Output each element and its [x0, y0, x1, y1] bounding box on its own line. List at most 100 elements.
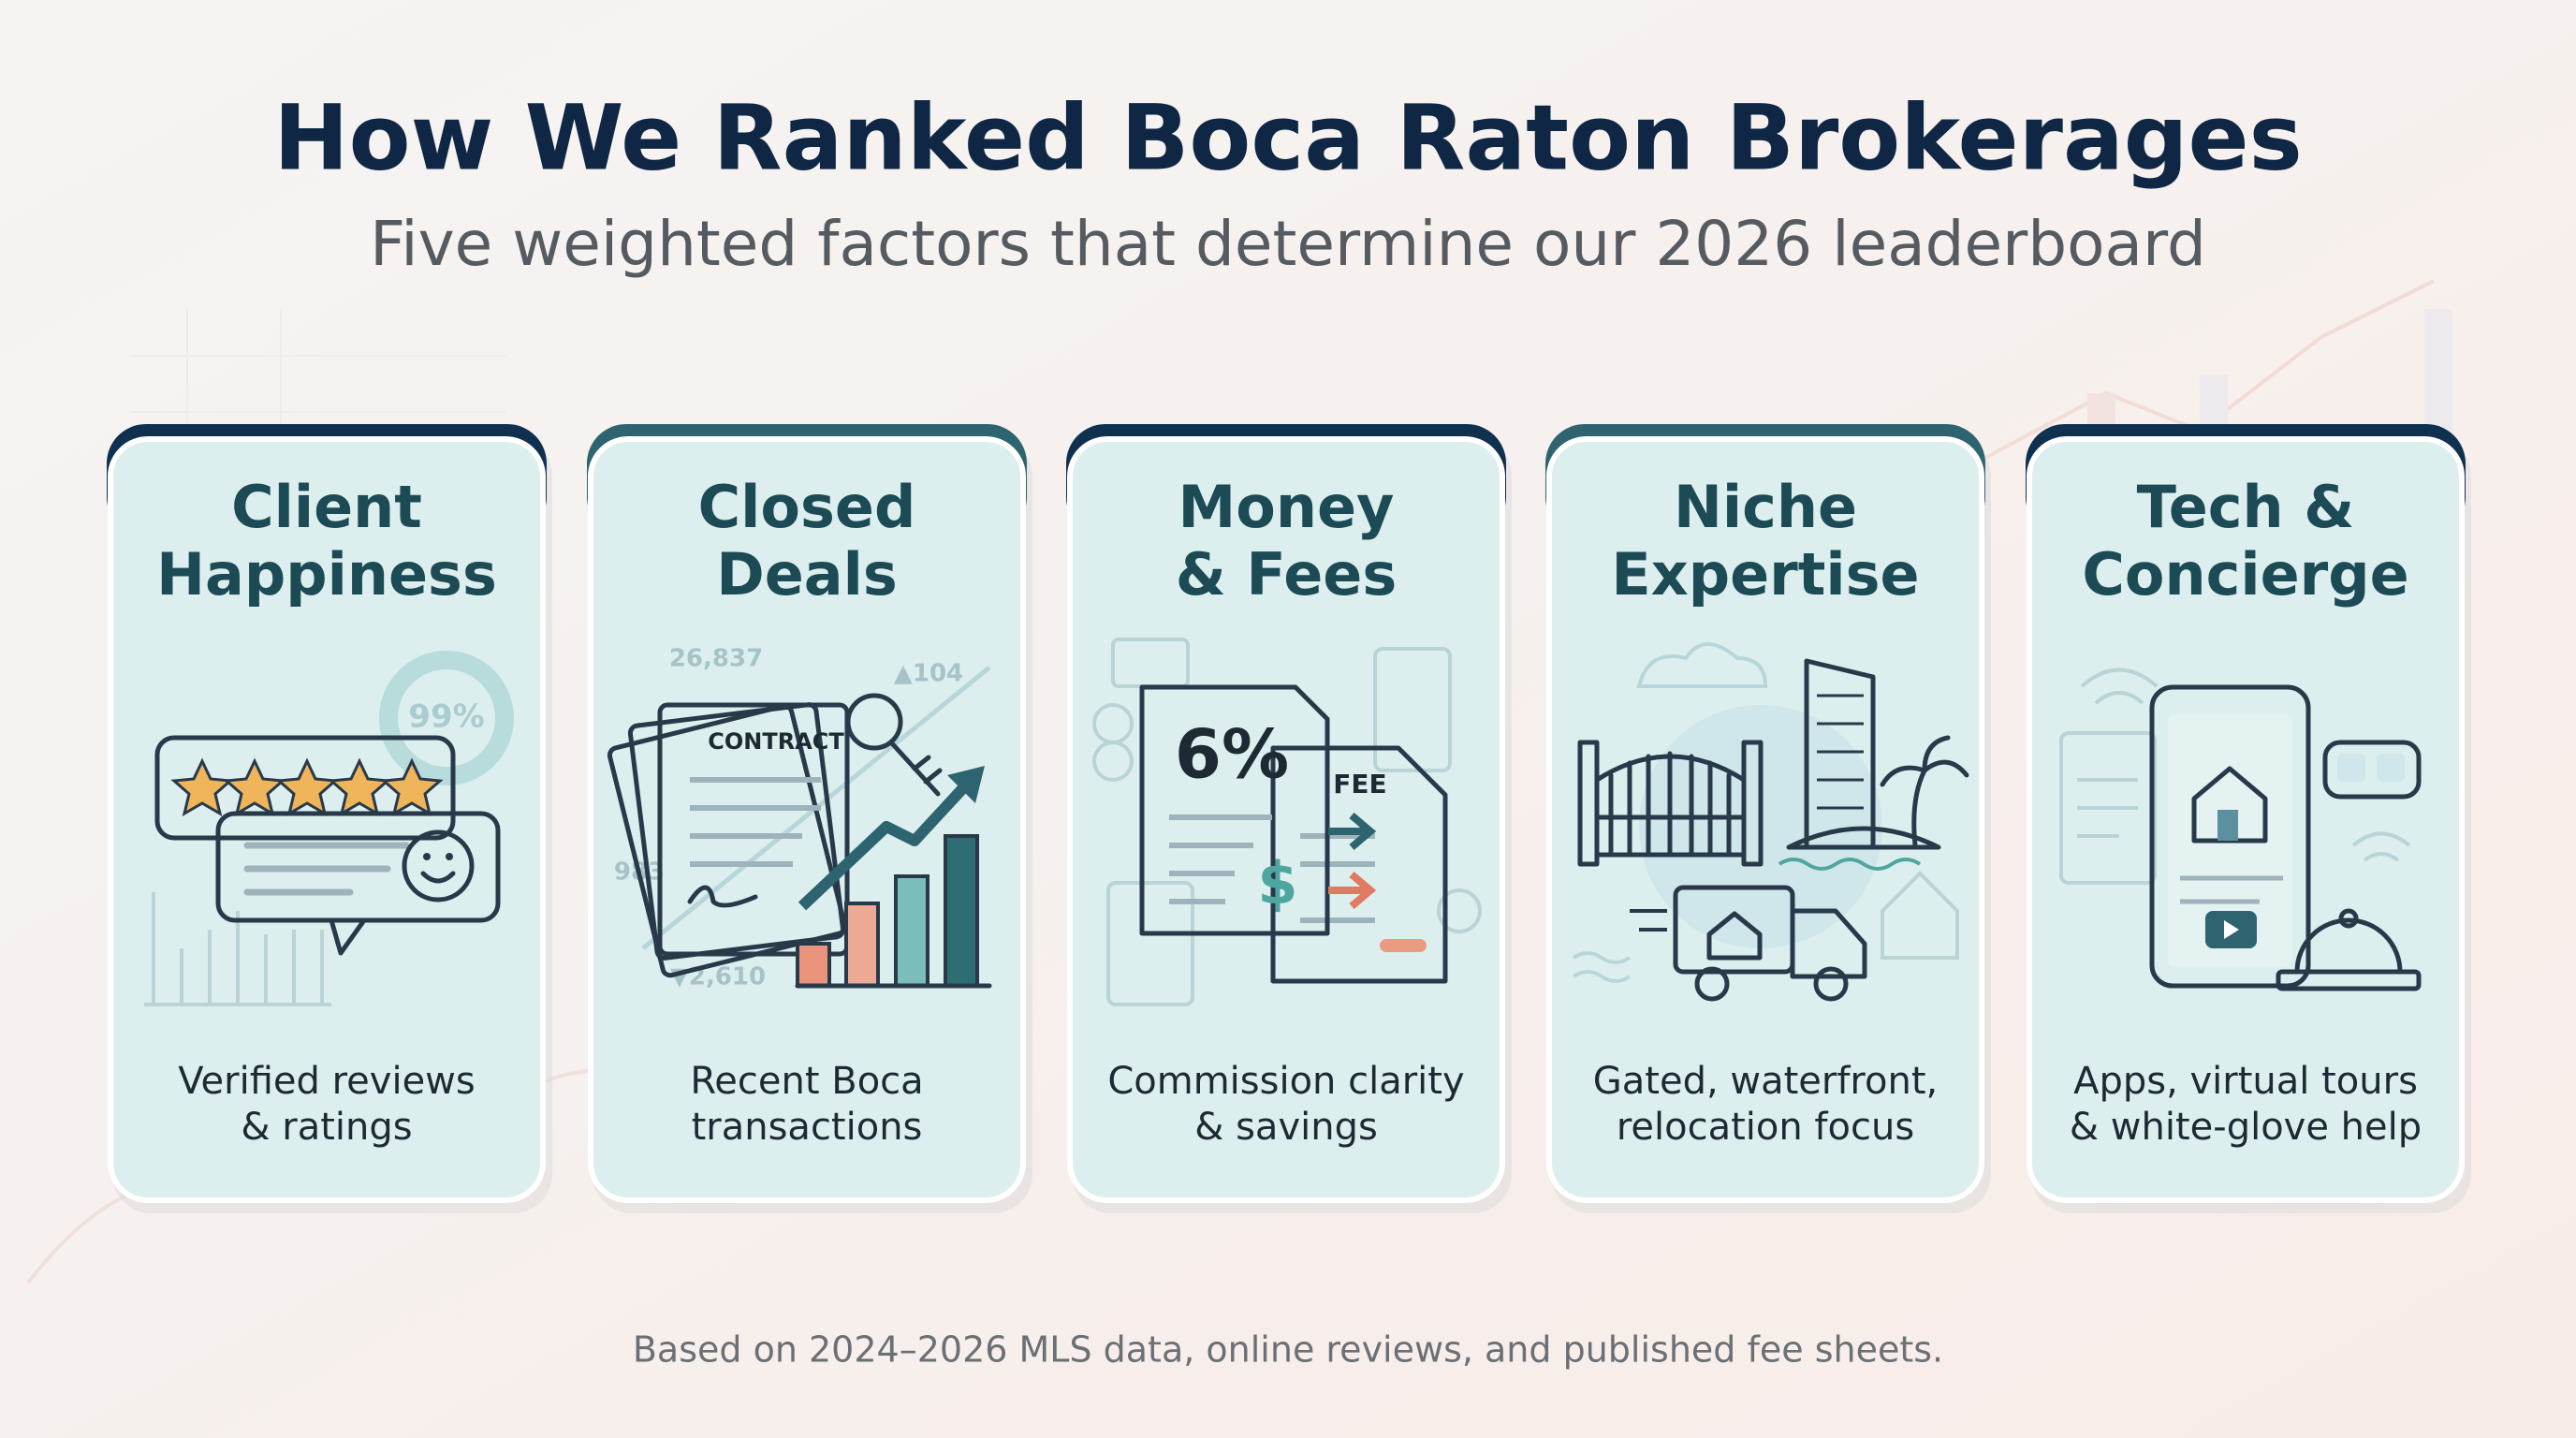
icon-client-happiness-part	[446, 853, 453, 860]
icon-money-fees-part	[1169, 814, 1272, 904]
card-description: relocation focus	[1617, 1106, 1914, 1149]
icon-label: 99%	[408, 698, 484, 736]
icon-niche-expertise-part	[1790, 908, 1867, 979]
icon-tech-concierge-part	[2149, 684, 2311, 989]
icon-money-fees-part-part	[1092, 741, 1134, 782]
icon-client-happiness-part	[420, 871, 456, 884]
icon-tech-concierge	[2059, 668, 2422, 991]
icon-label: 6%	[1175, 715, 1289, 794]
icon-money-fees: FEE 6% $	[1092, 638, 1482, 1006]
icon-money-fees-part	[1380, 939, 1427, 952]
footer-note: Based on 2024–2026 MLS data, online revi…	[633, 1329, 1943, 1371]
icon-closed-deals-part	[944, 834, 979, 988]
icon-client-happiness-part	[170, 757, 442, 817]
icon-tech-concierge-part	[2180, 875, 2283, 904]
icon-money-fees-part	[1270, 745, 1448, 984]
icon-label: FEE	[1333, 769, 1386, 800]
icon-niche-expertise-part	[1786, 826, 1941, 850]
icon-client-happiness-part	[423, 853, 431, 860]
card-description: Verified reviews	[178, 1060, 475, 1103]
icon-closed-deals-part	[894, 874, 929, 988]
icon-client-happiness-part-part	[144, 892, 331, 1006]
icon-client-happiness-part	[379, 651, 514, 785]
icon-closed-deals-part	[627, 702, 846, 961]
icon-niche-expertise-part	[1880, 735, 1969, 848]
icon-money-fees-part	[1328, 871, 1377, 910]
icon-tech-concierge-part	[2191, 766, 2268, 844]
card-title: Deals	[716, 540, 898, 609]
icon-label: 26,837	[669, 645, 763, 673]
card-description: & savings	[1194, 1106, 1378, 1149]
icon-client-happiness-part	[154, 735, 456, 841]
icon-tech-concierge-part	[2322, 740, 2422, 800]
card-description: Apps, virtual tours	[2073, 1060, 2418, 1103]
icon-closed-deals-part	[844, 902, 880, 988]
icon-money-fees-part	[1328, 812, 1377, 851]
icon-niche-expertise-part	[1636, 642, 1768, 688]
icon-niche-expertise-part	[1706, 911, 1763, 961]
icon-label: CONTRACT	[708, 728, 844, 755]
card-title: Expertise	[1611, 540, 1919, 609]
icon-money-fees-part-part	[1437, 888, 1482, 933]
card-title: Concierge	[2082, 540, 2408, 609]
icon-client-happiness-part	[243, 842, 410, 896]
icon-client-happiness-part	[215, 811, 501, 923]
icon-niche-expertise-part	[1577, 740, 1600, 867]
icon-closed-deals-part	[796, 942, 831, 988]
icon-closed-deals-part	[947, 766, 985, 803]
icon-niche-expertise-part	[1572, 951, 1632, 983]
icon-tech-concierge-part	[2276, 969, 2422, 991]
icon-tech-concierge-part-part	[2080, 668, 2159, 705]
card-description: Recent Boca	[690, 1060, 923, 1103]
icon-label: ▲104	[894, 660, 963, 688]
card-title: Niche	[1674, 473, 1857, 541]
icon-closed-deals-part	[845, 693, 903, 751]
icon-closed-deals-part	[798, 775, 975, 911]
icon-label: ▼2,610	[670, 963, 766, 991]
card-title: Closed	[698, 473, 916, 541]
icon-tech-concierge-part	[2294, 917, 2403, 975]
icon-niche-expertise-part	[1630, 909, 1667, 932]
icon-niche-expertise-part	[1881, 871, 1959, 960]
card-description: Commission clarity	[1107, 1060, 1464, 1103]
icon-client-happiness-part	[144, 892, 331, 1006]
card-description: & ratings	[241, 1106, 412, 1149]
icon-niche-expertise-part	[1778, 858, 1922, 871]
icon-tech-concierge-part	[2059, 668, 2411, 885]
card-body	[108, 436, 546, 1203]
card-title: Client	[231, 473, 422, 541]
card-description: & white-glove help	[2070, 1106, 2422, 1149]
icon-closed-deals-part	[687, 885, 758, 908]
background-decor-part	[131, 309, 505, 843]
icon-client-happiness-part	[402, 829, 475, 902]
icon-money-fees-part	[1139, 684, 1330, 936]
icon-niche-expertise-part	[1813, 966, 1849, 1002]
card-description: transactions	[692, 1106, 923, 1149]
icon-niche-expertise-part	[1594, 751, 1747, 858]
icon-closed-deals-part	[888, 740, 943, 797]
card-title: & Fees	[1176, 540, 1398, 609]
subtitle: Five weighted factors that determine our…	[370, 208, 2206, 280]
icon-niche-expertise-part	[1817, 694, 1864, 810]
icon-tech-concierge-part-part	[2351, 831, 2411, 862]
icon-closed-deals-part	[657, 702, 850, 957]
card-body	[588, 436, 1026, 1203]
card-title: Money	[1178, 473, 1395, 541]
icon-tech-concierge-part	[2224, 920, 2239, 939]
icon-client-happiness: 99%	[144, 651, 514, 1006]
icon-tech-concierge-part	[2217, 810, 2238, 841]
card-description: Gated, waterfront,	[1593, 1060, 1938, 1103]
icon-money-fees-part-part	[1106, 881, 1194, 1006]
card-title: Tech &	[2137, 473, 2355, 541]
icon-tech-concierge-part	[2377, 754, 2405, 782]
icon-money-fees-part-part	[1373, 647, 1452, 772]
icon-niche-expertise	[1572, 642, 1969, 1002]
card-body	[1067, 436, 1505, 1203]
icon-label: $	[1257, 849, 1297, 917]
icon-client-happiness-part-part	[170, 757, 234, 817]
